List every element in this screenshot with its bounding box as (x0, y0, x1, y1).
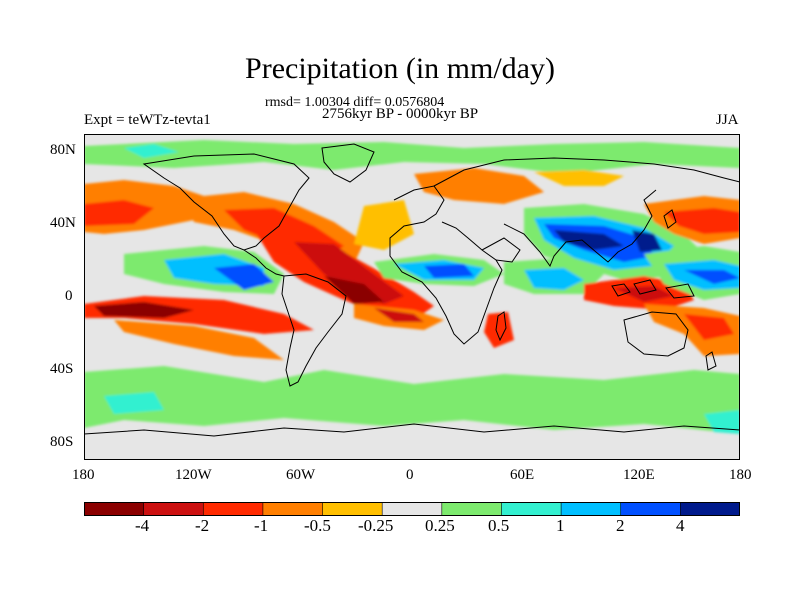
lon-tick-180w: 180 (72, 467, 95, 483)
colorbar-box (560, 502, 622, 516)
colorbar-label: 1 (556, 516, 565, 535)
colorbar-label: 0.25 (425, 516, 455, 535)
lat-tick-40n: 40N (50, 215, 76, 231)
map-title: Precipitation (in mm/day) (245, 52, 555, 85)
colorbar (84, 502, 740, 516)
colorbar-label: 4 (676, 516, 685, 535)
colorbar-label: 2 (616, 516, 625, 535)
colorbar-label: -1 (254, 516, 269, 535)
colorbar-box (501, 502, 562, 516)
colorbar-box (143, 502, 205, 516)
lon-tick-180e: 180 (729, 467, 752, 483)
colorbar-label: -0.25 (358, 516, 394, 535)
lon-tick-0: 0 (406, 467, 414, 483)
precip-contours (84, 140, 740, 434)
map-frame (84, 134, 740, 460)
colorbar-label: 0.5 (488, 516, 510, 535)
lat-tick-80s: 80S (50, 434, 74, 450)
lon-tick-120w: 120W (175, 467, 212, 483)
colorbar-box (680, 502, 740, 516)
colorbar-box (620, 502, 682, 516)
lat-tick-80n: 80N (50, 142, 76, 158)
colorbar-box (262, 502, 324, 516)
lon-tick-60e: 60E (510, 467, 535, 483)
lat-tick-40s: 40S (50, 361, 74, 377)
lat-tick-0: 0 (65, 288, 73, 304)
lon-tick-120e: 120E (623, 467, 655, 483)
colorbar-box (381, 502, 443, 516)
colorbar-box (441, 502, 503, 516)
period-subtitle: 2756kyr BP - 0000kyr BP (322, 106, 479, 122)
colorbar-box (84, 502, 145, 516)
coastlines (84, 143, 740, 437)
colorbar-box (322, 502, 383, 516)
colorbar-box (202, 502, 264, 516)
precipitation-map (84, 134, 740, 460)
colorbar-label: -4 (135, 516, 150, 535)
colorbar-frame (84, 502, 740, 516)
lon-tick-60w: 60W (286, 467, 316, 483)
experiment-label: Expt = teWTz-tevta1 (84, 112, 211, 128)
colorbar-label: -0.5 (304, 516, 331, 535)
season-label: JJA (716, 112, 739, 128)
colorbar-label: -2 (195, 516, 210, 535)
stats-line: rmsd= 1.00304 diff= 0.0576804 (265, 95, 445, 110)
